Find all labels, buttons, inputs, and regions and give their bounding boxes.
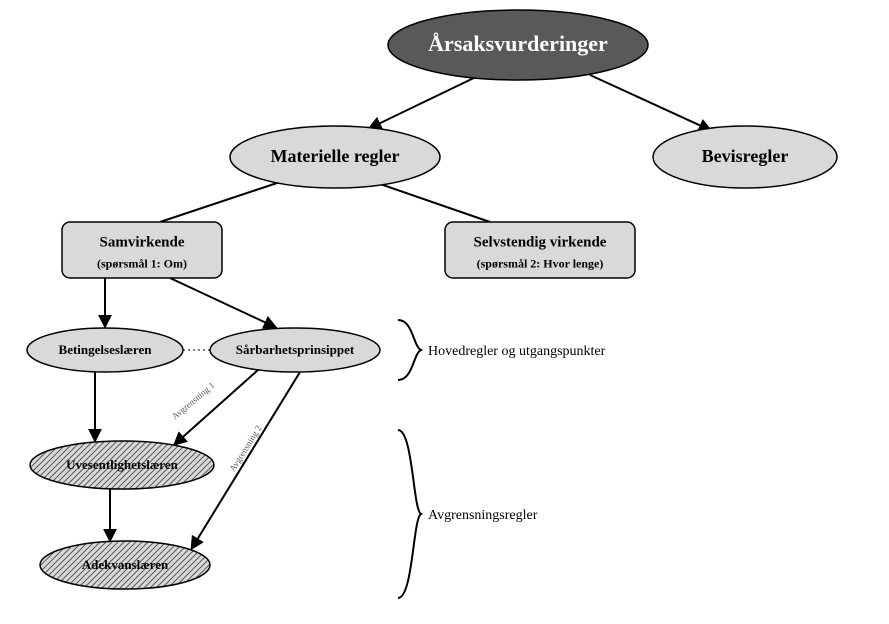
node-uvesentlighet-label: Uvesentlighetslæren xyxy=(66,457,178,472)
node-bevis-label: Bevisregler xyxy=(702,146,789,166)
edge-2 xyxy=(160,182,280,222)
node-selvstendig: Selvstendig virkende (spørsmål 2: Hvor le… xyxy=(445,222,635,278)
node-sarbarhet: Sårbarhetsprinsippet xyxy=(210,328,380,372)
node-sarbarhet-label: Sårbarhetsprinsippet xyxy=(236,342,355,357)
node-betingelses: Betingelseslæren xyxy=(27,328,183,372)
brace-1-label: Avgrensningsregler xyxy=(428,508,538,523)
node-selvstendig-label2: (spørsmål 2: Hvor lenge) xyxy=(477,256,604,270)
node-samvirkende-label1: Samvirkende xyxy=(99,235,184,251)
node-samvirkende-label2: (spørsmål 1: Om) xyxy=(97,256,187,270)
node-root: Årsaksvurderinger xyxy=(388,10,648,80)
node-materielle-label: Materielle regler xyxy=(270,146,399,166)
brace-0 xyxy=(398,320,421,380)
diagram-canvas: Årsaksvurderinger Materielle regler Bevisr… xyxy=(0,0,889,624)
brace-1 xyxy=(398,430,421,598)
node-adekvans: Adekvanslæren xyxy=(40,541,210,589)
node-materielle: Materielle regler xyxy=(230,126,440,188)
node-betingelses-label: Betingelseslæren xyxy=(59,342,153,357)
edge-0 xyxy=(370,75,480,128)
node-selvstendig-label1: Selvstendig virkende xyxy=(474,235,607,251)
node-bevis: Bevisregler xyxy=(653,126,837,188)
node-root-label: Årsaksvurderinger xyxy=(428,31,608,56)
edge-label-1: Avgrensning 2 xyxy=(227,423,263,473)
edge-1 xyxy=(590,75,710,130)
edge-3 xyxy=(380,184,490,222)
edge-5 xyxy=(170,278,275,327)
edge-label-0: Avgrensning 1 xyxy=(170,380,217,421)
node-uvesentlighet: Uvesentlighetslæren xyxy=(30,441,214,489)
node-samvirkende: Samvirkende (spørsmål 1: Om) xyxy=(62,222,222,278)
brace-0-label: Hovedregler og utgangspunkter xyxy=(428,344,606,359)
node-adekvans-label: Adekvanslæren xyxy=(82,557,169,572)
